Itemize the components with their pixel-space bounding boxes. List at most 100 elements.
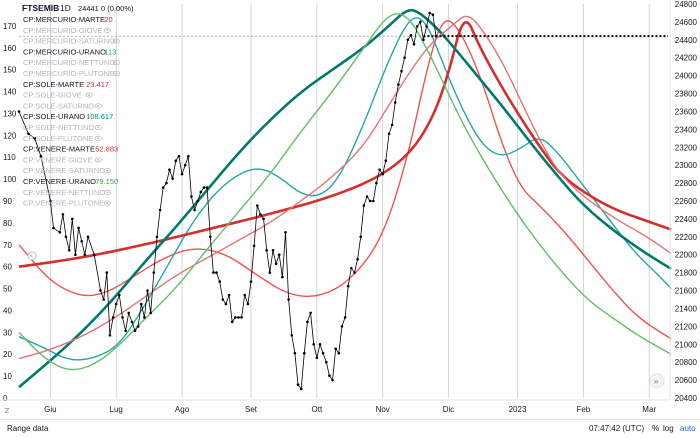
price-point [262, 217, 265, 221]
price-point [337, 351, 341, 355]
legend-row[interactable]: CP:MERCURIO-GIOVE [23, 26, 111, 35]
left-tick-label: 150 [3, 66, 17, 75]
price-point [312, 343, 316, 346]
legend-row[interactable]: CP:VENERE-SATURNO [23, 166, 111, 175]
eye-icon[interactable] [112, 70, 121, 77]
legend-value: 20 [104, 15, 112, 24]
right-tick-label: 24400 [675, 36, 698, 45]
price-point [111, 316, 115, 319]
symbol-name[interactable]: FTSEMIB [22, 3, 59, 13]
eye-icon[interactable] [94, 124, 102, 131]
eye-icon[interactable] [103, 27, 111, 33]
left-axis[interactable]: 0 10 20 30 40 50 60 70 80 90 100 110 120 130 140 150 160… [3, 22, 17, 403]
legend-row[interactable]: CP:VENERE-GIOVE [23, 155, 102, 164]
legend-row[interactable]: CP:VENERE-URANO 79.150 [23, 177, 118, 186]
legend-value: 108.617 [86, 112, 113, 121]
eye-icon[interactable] [94, 157, 102, 163]
legend-row[interactable]: CP:SOLE-GIOVE [23, 91, 93, 100]
eye-icon[interactable] [112, 60, 121, 66]
eye-icon[interactable] [103, 200, 111, 206]
percent-toggle[interactable]: % [652, 424, 660, 433]
price-point [171, 177, 174, 180]
price-point [346, 284, 350, 288]
price-point [83, 253, 87, 256]
eye-icon[interactable] [112, 38, 121, 44]
price-point [255, 204, 259, 207]
range-data-button[interactable]: Range data [7, 424, 49, 433]
legend-row[interactable]: CP:VENERE-PLUTONE [23, 199, 111, 208]
right-tick-label: 22200 [675, 233, 698, 242]
price-point [309, 311, 312, 315]
clock-timezone[interactable]: 07:47:42 (UTC) [589, 424, 645, 433]
price-point [397, 83, 400, 86]
eye-icon[interactable] [103, 168, 111, 174]
price-point [174, 159, 178, 162]
legend-row[interactable]: CP:MERCURIO-MARTE 20 [23, 15, 113, 24]
price-point [393, 101, 397, 104]
scroll-to-realtime-button[interactable]: » [649, 373, 665, 389]
price-point [61, 213, 65, 216]
price-point [161, 186, 165, 189]
series-line-cp-mercurio-urano[interactable] [18, 17, 672, 361]
right-tick-label: 24000 [675, 72, 698, 81]
time-axis[interactable]: Giu Lug Ago Set Ott Nov Dic 2023 Feb Mar [44, 405, 656, 414]
series-line-cp-sole-marte[interactable] [18, 21, 672, 268]
price-point [343, 316, 347, 319]
legend-name: CP:MERCURIO-URANO [23, 47, 106, 56]
price-point [196, 199, 199, 203]
series-line-cp-venere-marte[interactable] [18, 15, 672, 360]
series-line-cp-mercurio-marte[interactable] [18, 20, 672, 340]
left-tick-label: 70 [3, 241, 12, 250]
eye-icon[interactable] [94, 135, 102, 141]
legend-row[interactable]: CP:SOLE-PLUTONE [23, 134, 102, 143]
price-point [252, 244, 256, 248]
price-point [64, 235, 68, 239]
price-point [140, 302, 143, 306]
price-point [121, 316, 124, 319]
series-line-cp-sole-urano[interactable] [18, 8, 672, 389]
price-point [328, 374, 331, 377]
legend-row[interactable]: CP:SOLE-MARTE 23.417 [23, 80, 109, 89]
price-point [77, 226, 80, 230]
legend-row[interactable]: CP:SOLE-URANO 108.617 [23, 112, 113, 121]
eye-icon[interactable] [85, 92, 93, 98]
legend-row[interactable]: CP:SOLE-SATURNO [23, 101, 102, 110]
price-point [434, 34, 438, 38]
price-point [303, 351, 306, 355]
legend-row[interactable]: CP:VENERE-MARTE 52.883 [23, 145, 118, 154]
price-point [102, 298, 105, 301]
legend-name: CP:MERCURIO-NETTUNO [23, 58, 115, 67]
right-tick-label: 21400 [675, 304, 698, 313]
eye-icon[interactable] [103, 189, 111, 195]
legend-row[interactable]: CP:SOLE-NETTUNO [23, 123, 102, 132]
log-toggle[interactable]: log [663, 424, 674, 433]
price-point [381, 172, 385, 176]
interval-label[interactable]: 1D [60, 3, 71, 13]
timezone-toggle-button[interactable]: Z [5, 408, 10, 415]
left-tick-label: 90 [3, 197, 12, 206]
eye-icon[interactable] [94, 103, 102, 109]
right-tick-label: 24600 [675, 18, 698, 27]
price-point [227, 293, 231, 297]
price-point [215, 271, 218, 274]
legend-row[interactable]: CP:VENERE-NETTUNO [23, 188, 111, 197]
last-price: 24441 [78, 4, 99, 13]
price-point [133, 329, 137, 333]
legend-row[interactable]: CP:MERCURIO-PLUTONE [23, 69, 121, 78]
price-point [209, 235, 212, 239]
price-point [375, 181, 378, 185]
price-point [118, 293, 121, 297]
price-point [368, 199, 372, 203]
price-point [296, 383, 300, 386]
series-line-cp-venere-urano[interactable] [18, 13, 672, 371]
auto-toggle[interactable]: auto [680, 424, 696, 433]
price-point [246, 302, 250, 306]
legend-row[interactable]: CP:MERCURIO-SATURNO [23, 37, 121, 46]
legend-row[interactable]: CP:MERCURIO-NETTUNO [23, 58, 121, 67]
price-point [409, 34, 413, 37]
chevron-up-icon: ^ [30, 255, 33, 261]
collapse-legend-button[interactable]: ^ [27, 251, 37, 261]
right-axis[interactable]: 20400 20600 20800 21000 21200 21400 21600 21800… [675, 0, 698, 403]
